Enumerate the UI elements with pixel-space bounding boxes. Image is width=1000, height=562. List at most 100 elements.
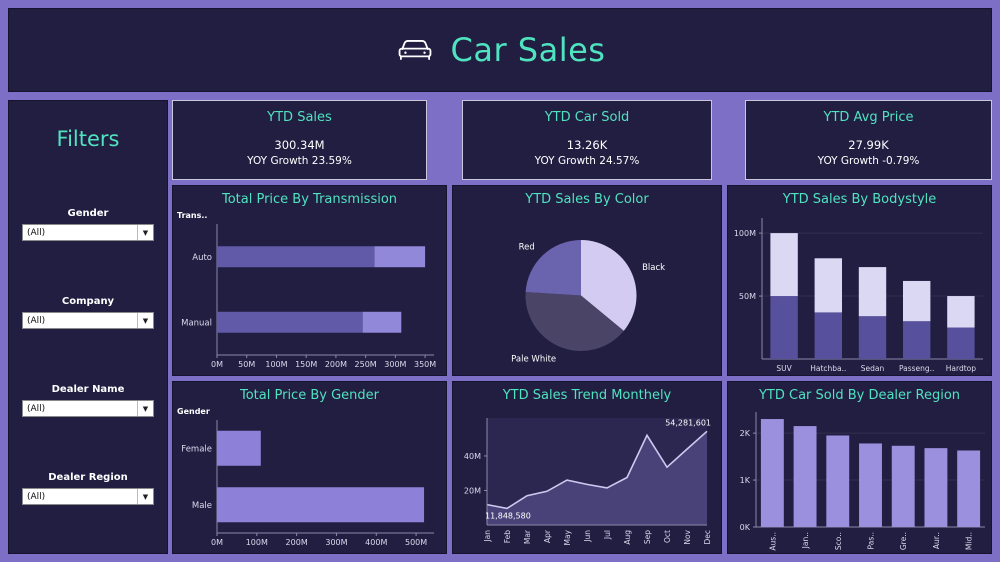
svg-text:Gre..: Gre.. xyxy=(899,532,908,550)
filter-label-gender: Gender xyxy=(67,208,109,219)
gender-dropdown[interactable]: (All) ▼ xyxy=(22,224,154,241)
svg-text:150M: 150M xyxy=(295,360,317,369)
svg-text:100M: 100M xyxy=(265,360,287,369)
kpi-title: YTD Sales xyxy=(267,110,332,125)
svg-text:Jul: Jul xyxy=(603,530,612,540)
svg-text:Aug: Aug xyxy=(623,530,632,545)
svg-text:0M: 0M xyxy=(211,538,223,547)
filter-group-gender: Gender (All) ▼ xyxy=(9,208,167,241)
svg-text:Oct: Oct xyxy=(663,530,672,543)
svg-text:Nov: Nov xyxy=(683,529,692,544)
svg-text:250M: 250M xyxy=(355,360,377,369)
svg-text:Apr: Apr xyxy=(543,529,552,543)
filter-label-company: Company xyxy=(61,296,115,307)
chevron-down-icon[interactable]: ▼ xyxy=(137,225,153,240)
svg-text:300M: 300M xyxy=(325,538,347,547)
dealer-name-dropdown[interactable]: (All) ▼ xyxy=(22,400,154,417)
svg-text:Passeng..: Passeng.. xyxy=(899,364,935,373)
color-pie-chart[interactable]: Black Pale White Red xyxy=(453,208,721,375)
svg-text:Sedan: Sedan xyxy=(861,364,885,373)
svg-text:11,848,580: 11,848,580 xyxy=(485,512,531,521)
filters-heading: Filters xyxy=(56,127,120,151)
svg-text:Dec: Dec xyxy=(703,530,712,545)
chevron-down-icon[interactable]: ▼ xyxy=(137,313,153,328)
gender-chart[interactable]: Gender 0M 100M 200M 300M 400M 500M Female Male xyxy=(173,404,446,553)
svg-text:Feb: Feb xyxy=(503,530,512,544)
dealer-region-dropdown[interactable]: (All) ▼ xyxy=(22,488,154,505)
page-title: Car Sales xyxy=(450,31,606,69)
svg-text:Manual: Manual xyxy=(181,318,212,328)
svg-text:Black: Black xyxy=(642,263,665,273)
svg-text:Pale White: Pale White xyxy=(511,354,556,364)
dealer-region-chart[interactable]: 0K 1K 2K Aus.. Jan.. Sco.. Pas.. Gre.. Aur.. Mid.… xyxy=(728,404,991,553)
svg-text:May: May xyxy=(563,529,572,545)
company-dropdown[interactable]: (All) ▼ xyxy=(22,312,154,329)
chart-title: Total Price By Transmission xyxy=(221,192,398,207)
filter-group-dealer-name: Dealer Name (All) ▼ xyxy=(9,384,167,417)
svg-text:0K: 0K xyxy=(740,523,751,532)
bodystyle-chart[interactable]: 50M 100M SUV Hatchba.. Sedan Passeng.. Hardtop xyxy=(728,208,991,375)
svg-text:SUV: SUV xyxy=(776,364,792,373)
svg-text:50M: 50M xyxy=(739,292,756,301)
header-panel: Car Sales xyxy=(8,8,992,92)
svg-text:Pas..: Pas.. xyxy=(867,532,876,549)
svg-text:Mar: Mar xyxy=(523,529,532,544)
svg-text:Mid..: Mid.. xyxy=(965,532,974,550)
svg-text:350M: 350M xyxy=(414,360,436,369)
svg-text:100M: 100M xyxy=(246,538,268,547)
car-icon xyxy=(395,38,435,62)
filter-label-dealer-region: Dealer Region xyxy=(48,472,128,483)
kpi-card-ytd-avg-price: YTD Avg Price 27.99K YOY Growth -0.79% xyxy=(745,100,992,180)
kpi-value: 27.99K xyxy=(848,138,889,152)
color-pie-chart-panel: YTD Sales By Color Black Pale White Red xyxy=(452,185,722,376)
chart-title: YTD Sales By Color xyxy=(525,192,649,207)
sales-trend-chart-panel: YTD Sales Trend Monthely 20M 40M Jan Feb Mar… xyxy=(452,381,722,554)
svg-text:Jan: Jan xyxy=(483,530,492,543)
svg-text:200M: 200M xyxy=(286,538,308,547)
kpi-card-ytd-car-sold: YTD Car Sold 13.26K YOY Growth 24.57% xyxy=(462,100,712,180)
dealer-name-dropdown-value: (All) xyxy=(27,403,46,414)
svg-text:Red: Red xyxy=(519,242,535,252)
svg-text:Jun: Jun xyxy=(583,530,592,543)
svg-text:400M: 400M xyxy=(365,538,387,547)
bodystyle-chart-panel: YTD Sales By Bodystyle 50M 100M SUV Hatchba… xyxy=(727,185,992,376)
filter-label-dealer-name: Dealer Name xyxy=(51,384,125,395)
transmission-chart-panel: Total Price By Transmission Trans.. 0M 50M… xyxy=(172,185,447,376)
svg-text:2K: 2K xyxy=(740,429,751,438)
chart-title: YTD Sales By Bodystyle xyxy=(782,192,937,207)
kpi-value: 13.26K xyxy=(566,138,608,152)
svg-text:Hardtop: Hardtop xyxy=(946,364,976,373)
svg-text:300M: 300M xyxy=(384,360,406,369)
chart-title: YTD Car Sold By Dealer Region xyxy=(758,388,961,403)
svg-text:Auto: Auto xyxy=(192,253,212,263)
chevron-down-icon[interactable]: ▼ xyxy=(137,401,153,416)
svg-text:50M: 50M xyxy=(238,360,255,369)
chart-title: YTD Sales Trend Monthely xyxy=(502,388,672,403)
svg-text:Aus..: Aus.. xyxy=(768,532,777,551)
company-dropdown-value: (All) xyxy=(27,315,46,326)
sales-trend-chart[interactable]: 20M 40M Jan Feb Mar Apr May Jun Jul Aug Sep Oct Nov D… xyxy=(453,404,721,553)
kpi-title: YTD Car Sold xyxy=(544,110,630,125)
kpi-growth: YOY Growth 24.57% xyxy=(534,155,640,167)
kpi-value: 300.34M xyxy=(274,138,325,152)
dealer-region-chart-panel: YTD Car Sold By Dealer Region 0K 1K 2K Aus.… xyxy=(727,381,992,554)
svg-text:Jan..: Jan.. xyxy=(801,532,810,549)
kpi-growth: YOY Growth -0.79% xyxy=(817,155,920,167)
svg-text:100M: 100M xyxy=(734,229,756,238)
gender-dropdown-value: (All) xyxy=(27,227,46,238)
svg-text:Gender: Gender xyxy=(177,407,210,416)
gender-chart-panel: Total Price By Gender Gender 0M 100M 200M 30… xyxy=(172,381,447,554)
svg-text:Aur..: Aur.. xyxy=(932,532,941,549)
svg-text:1K: 1K xyxy=(740,476,751,485)
svg-text:200M: 200M xyxy=(325,360,347,369)
chart-title: Total Price By Gender xyxy=(240,388,379,403)
chevron-down-icon[interactable]: ▼ xyxy=(137,489,153,504)
kpi-card-ytd-sales: YTD Sales 300.34M YOY Growth 23.59% xyxy=(172,100,427,180)
kpi-title: YTD Avg Price xyxy=(823,110,914,125)
kpi-growth: YOY Growth 23.59% xyxy=(247,155,352,167)
svg-text:Sep: Sep xyxy=(643,530,652,544)
filters-panel: Filters Gender (All) ▼ Company (All) ▼ D… xyxy=(8,100,168,554)
dealer-region-dropdown-value: (All) xyxy=(27,491,46,502)
transmission-chart[interactable]: Trans.. 0M 50M 100M 150M 200M 250M 300M 350M Auto… xyxy=(173,208,446,375)
